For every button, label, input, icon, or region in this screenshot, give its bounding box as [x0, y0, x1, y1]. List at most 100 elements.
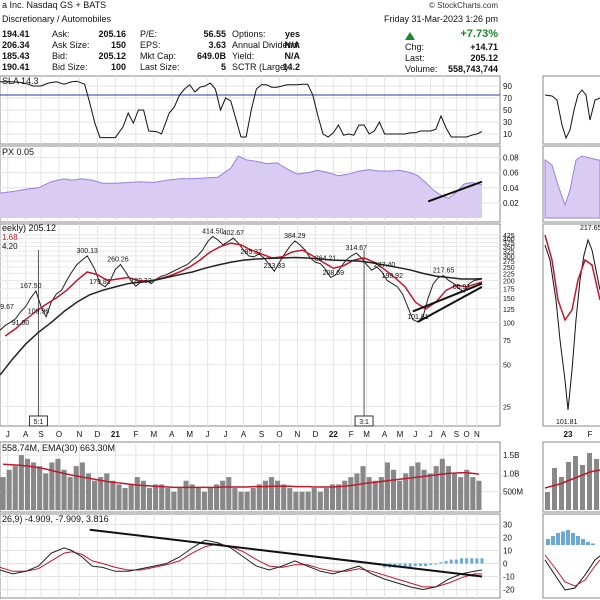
volume-bar: [232, 488, 238, 510]
macd-tick: -10: [503, 573, 515, 582]
quote-label: Bid:: [52, 51, 68, 61]
rs-area: [0, 156, 482, 218]
quote-label: Bid Size:: [52, 62, 88, 72]
price-tick: 125: [503, 307, 515, 314]
x-tick-label: A: [382, 430, 388, 439]
volume-bar: [293, 491, 299, 510]
macd-hist-bar: [480, 558, 484, 564]
macd-hist-bar: [413, 563, 417, 567]
up-arrow-icon: [405, 32, 415, 40]
volume-bar: [73, 466, 79, 510]
volume-bar: [122, 488, 128, 510]
header-options: Options:Annual Dividend:Yield:SCTR (Larg…: [232, 29, 301, 72]
price-tick: 325: [503, 249, 515, 256]
x-tick-label: 22: [329, 430, 338, 439]
price-tick: 175: [503, 287, 515, 294]
volume-bar: [256, 484, 262, 510]
price-series-ma-long: [0, 256, 483, 376]
price-annotation: 198.92: [382, 273, 404, 280]
quote-value: 150: [111, 40, 126, 50]
header-quote: Ask:Ask Size:Bid:Bid Size: 205.16150205.1…: [52, 29, 126, 72]
split-box: [354, 415, 374, 427]
price-tick: 225: [503, 271, 515, 278]
price-annotation: 182.33: [130, 278, 152, 285]
x-tick-label: M: [363, 430, 370, 439]
volume-bar: [226, 477, 232, 510]
volume-ema: [3, 463, 480, 489]
volume-bar: [397, 480, 403, 510]
volume-bar: [31, 462, 37, 510]
macd-hist-bar: [429, 563, 433, 565]
x-tick-label: A: [23, 430, 29, 439]
last-value: 205.12: [470, 53, 498, 63]
volume-bar: [153, 484, 159, 510]
sctr-tick: 10: [503, 130, 512, 139]
right-volume-bar: [580, 465, 585, 510]
volume-bar: [92, 480, 98, 510]
macd-hist-bar: [449, 559, 453, 564]
macd-tick: 20: [503, 534, 512, 543]
volume-bar: [98, 477, 104, 510]
right-macd-bar: [546, 539, 550, 545]
header-value: 194.41: [2, 29, 30, 39]
option-label: SCTR (Large):: [232, 62, 291, 72]
price-panel: [0, 223, 501, 427]
volume-bar: [207, 488, 214, 510]
x-tick-label: J: [6, 430, 10, 439]
right-macd-bar: [561, 531, 565, 545]
volume-bar: [348, 477, 354, 510]
volume-bar: [67, 477, 73, 510]
price-tick: 25: [503, 404, 511, 411]
macd-tick: 0: [503, 560, 508, 569]
price-annotation: 402.67: [223, 230, 245, 237]
right-volume-ema: [544, 469, 600, 489]
volume-bar: [61, 469, 67, 510]
volume-bar: [116, 484, 122, 510]
macd-chart: 30 20 10 0 -10 -20: [0, 521, 515, 595]
volume-bar: [0, 477, 6, 510]
x-tick-label: A: [169, 430, 175, 439]
volume-bar: [201, 491, 207, 510]
volume-bar: [85, 473, 92, 510]
price-annotation: 101.81: [407, 314, 429, 321]
price-tick: 375: [503, 240, 515, 247]
volume-bar: [470, 477, 476, 510]
x-tick-label: O: [463, 430, 469, 439]
split-box: [28, 415, 48, 427]
rs-tick: 0.06: [503, 169, 519, 178]
rs-line: [0, 155, 483, 199]
volume-bar: [250, 488, 256, 510]
macd-hist-bar: [408, 563, 412, 568]
volume-bar: [183, 480, 189, 510]
volume-bar: [110, 480, 116, 510]
right-x-label: F: [588, 430, 593, 439]
x-tick-label: M: [186, 430, 193, 439]
header: a Inc. Nasdaq GS + BATS Discretionary / …: [2, 0, 498, 74]
macd-trendline: [89, 528, 483, 578]
x-tick-label: J: [429, 430, 433, 439]
volume-bar: [451, 473, 458, 510]
price-trendline: [417, 285, 483, 323]
volume-bar: [244, 491, 250, 510]
price-tick: 50: [503, 362, 511, 369]
volume-bar: [433, 466, 439, 510]
price-annotation: 91.00: [12, 320, 30, 327]
macd-hist-bar: [459, 558, 463, 564]
macd-hist-bar: [470, 558, 474, 564]
right-price-label: 217.65: [580, 225, 600, 232]
stat-value: 56.55: [203, 29, 226, 39]
price-annotation: 264.21: [315, 256, 337, 263]
volume-bar: [12, 466, 18, 510]
price-tick: 75: [503, 338, 511, 345]
rs-label: PX 0.05: [2, 147, 34, 157]
rs-tick: 0.08: [503, 154, 519, 163]
change-value: +14.71: [470, 42, 498, 52]
macd-tick: 10: [503, 547, 512, 556]
right-macd-signal: [544, 554, 600, 587]
x-tick-label: F: [349, 430, 354, 439]
right-price-ma: [544, 234, 600, 322]
right-macd-bar: [581, 539, 585, 545]
x-tick-label: N: [474, 430, 480, 439]
